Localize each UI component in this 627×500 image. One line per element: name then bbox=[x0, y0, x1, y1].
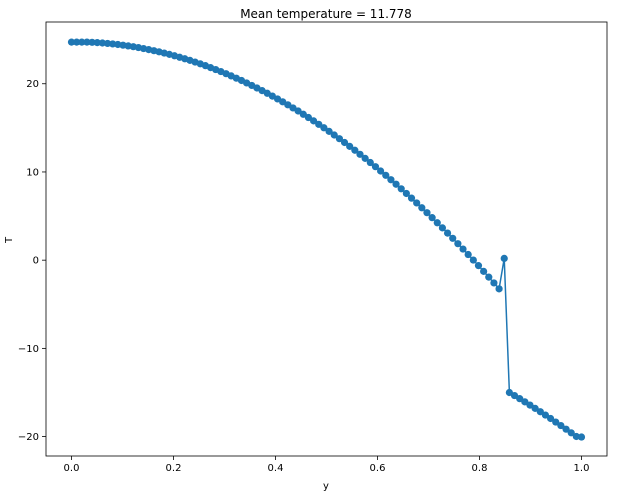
data-point bbox=[557, 421, 565, 430]
data-point bbox=[546, 414, 555, 423]
data-point bbox=[454, 240, 462, 248]
data-point bbox=[382, 171, 390, 179]
data-point bbox=[387, 176, 395, 184]
data-point bbox=[516, 395, 524, 403]
y-axis: −20 −10 0 10 20 bbox=[18, 79, 46, 443]
chart-title: Mean temperature = 11.778 bbox=[240, 7, 412, 21]
data-point bbox=[552, 418, 560, 426]
data-point bbox=[304, 113, 313, 122]
data-point bbox=[562, 425, 570, 433]
data-point bbox=[335, 135, 343, 143]
data-point bbox=[83, 38, 91, 46]
data-point bbox=[407, 194, 416, 202]
x-tick-label: 0.0 bbox=[64, 463, 80, 474]
data-point bbox=[320, 124, 328, 132]
x-tick-label: 0.6 bbox=[370, 463, 386, 474]
data-point bbox=[428, 214, 436, 222]
data-point bbox=[521, 398, 529, 406]
data-point bbox=[310, 117, 318, 125]
y-tick-label: −20 bbox=[18, 432, 39, 443]
data-point bbox=[485, 273, 493, 281]
y-tick-label: 10 bbox=[26, 167, 39, 178]
data-point bbox=[315, 120, 323, 128]
data-point bbox=[73, 38, 81, 46]
data-point bbox=[93, 39, 101, 47]
series-group bbox=[67, 38, 586, 441]
data-point bbox=[423, 209, 431, 217]
data-point bbox=[325, 127, 333, 135]
data-point bbox=[402, 189, 410, 198]
data-point bbox=[294, 107, 302, 115]
x-tick-label: 1.0 bbox=[574, 463, 590, 474]
x-axis: 0.0 0.2 0.4 0.6 0.8 1.0 bbox=[64, 456, 590, 474]
data-point bbox=[98, 39, 107, 47]
data-point bbox=[531, 404, 539, 412]
y-tick-label: −10 bbox=[18, 344, 39, 355]
data-point bbox=[433, 219, 441, 227]
data-point bbox=[377, 167, 385, 175]
data-point bbox=[541, 411, 550, 419]
data-point bbox=[577, 433, 586, 441]
data-point bbox=[449, 234, 457, 242]
data-point bbox=[340, 138, 349, 147]
data-point bbox=[459, 245, 467, 253]
data-point bbox=[67, 38, 76, 46]
data-point bbox=[356, 150, 364, 158]
data-point bbox=[438, 224, 447, 232]
x-tick-label: 0.4 bbox=[268, 463, 284, 474]
data-point bbox=[480, 267, 488, 275]
data-point bbox=[567, 429, 575, 437]
data-point bbox=[88, 38, 96, 46]
data-point bbox=[464, 250, 472, 259]
data-point bbox=[346, 142, 354, 150]
data-point bbox=[371, 163, 380, 171]
data-point bbox=[469, 256, 477, 264]
data-point bbox=[397, 185, 405, 193]
x-tick-label: 0.8 bbox=[472, 463, 488, 474]
data-point bbox=[366, 158, 374, 167]
data-point bbox=[351, 146, 359, 154]
data-point bbox=[526, 401, 534, 409]
data-point bbox=[330, 131, 338, 139]
y-tick-label: 20 bbox=[26, 79, 39, 90]
data-point bbox=[490, 279, 498, 287]
data-point bbox=[536, 408, 544, 416]
y-axis-label: T bbox=[4, 236, 15, 244]
plot-area bbox=[45, 21, 608, 457]
data-point bbox=[474, 262, 483, 270]
y-tick-label: 0 bbox=[33, 256, 39, 267]
data-point bbox=[361, 154, 369, 162]
data-point bbox=[443, 229, 452, 237]
data-point bbox=[78, 38, 86, 46]
x-tick-label: 0.2 bbox=[166, 463, 182, 474]
data-point bbox=[500, 254, 508, 263]
x-axis-label: y bbox=[323, 481, 329, 492]
data-point bbox=[418, 204, 426, 212]
data-point bbox=[392, 180, 400, 188]
data-point bbox=[299, 110, 307, 118]
data-point bbox=[413, 199, 421, 207]
data-point bbox=[495, 285, 503, 293]
